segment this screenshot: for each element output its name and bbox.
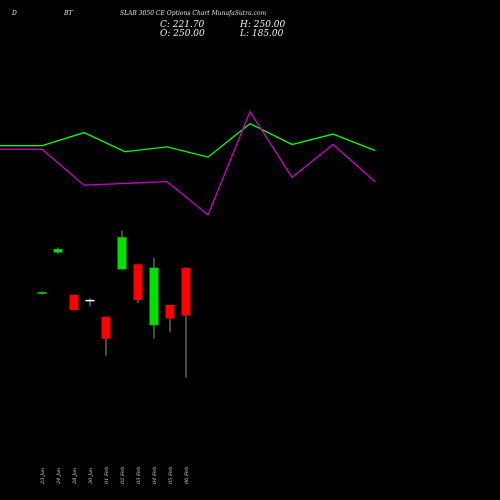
x-tick-label: 06 Feb [184,467,190,484]
chart-title: SLAB 3050 CE Options Chart MunafaSutra.c… [120,10,267,17]
candle-body [101,316,111,339]
x-tick-label: 24 Jan [56,468,62,485]
candle-3 [85,298,95,307]
candle-0 [37,291,47,295]
x-tick-label: 05 Feb [168,467,174,484]
ohlc-open: O: 250.00 [160,29,205,39]
indicator-lines [0,110,376,217]
candle-1 [53,247,63,255]
x-tick-label: 28 Jan [72,468,78,485]
candle-body [149,267,159,326]
candle-5 [117,230,127,270]
candle-9 [181,267,191,378]
x-tick-label: 30 Jan [88,468,94,484]
candle-body [165,304,175,319]
candle-body [53,249,63,253]
candle-4 [101,316,111,356]
candle-8 [165,304,175,332]
x-tick-label: 04 Feb [152,467,158,484]
x-tick-label: 01 Feb [104,467,110,484]
ohlc-low: L: 185.00 [240,29,284,39]
line-green-series [0,122,376,158]
x-tick-label: 02 Feb [120,467,126,484]
candle-7 [149,257,159,339]
x-axis-labels: 23 Jan 24 Jan 28 Jan 30 Jan 01 Feb 02 Feb 03 F… [40,467,190,485]
ohlc-high: H: 250.00 [240,20,286,30]
candle-body [85,299,95,302]
x-tick-label: 03 Feb [136,467,142,484]
candle-6 [133,264,143,304]
candle-body [37,292,47,294]
x-tick-label: 23 Jan [40,468,46,485]
candle-2 [69,294,79,310]
candle-body [181,267,191,316]
candle-body [69,294,79,310]
candle-body [117,237,127,270]
ohlc-close: C: 221.70 [160,20,205,30]
candle-body [133,264,143,300]
candles [37,230,191,378]
header-mid: BT [64,10,73,17]
header-left: D [12,10,17,17]
line-purple-series [0,110,376,217]
